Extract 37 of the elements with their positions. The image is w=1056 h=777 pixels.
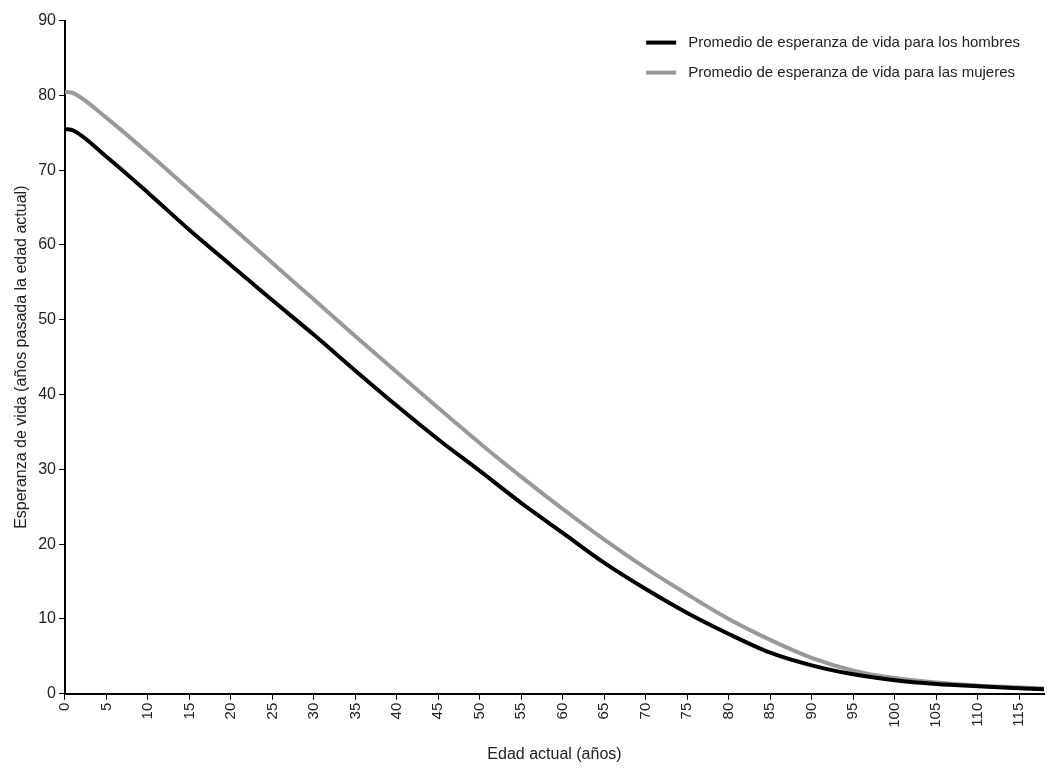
y-tick-label: 70 <box>38 160 57 178</box>
x-tick-label: 35 <box>345 702 363 720</box>
x-tick-label: 95 <box>843 702 861 720</box>
x-tick-label: 105 <box>926 702 944 728</box>
y-tick-label: 90 <box>38 11 57 29</box>
x-tick-label: 85 <box>760 702 778 720</box>
x-tick-label: 40 <box>387 702 404 720</box>
y-tick-label: 30 <box>38 459 57 477</box>
x-tick-label: 70 <box>635 702 653 720</box>
y-tick-label: 10 <box>38 609 57 627</box>
y-tick-label: 60 <box>38 235 57 253</box>
x-tick-label: 65 <box>594 702 612 720</box>
legend-label: Promedio de esperanza de vida para los hombres <box>688 32 1021 50</box>
y-tick-label: 80 <box>38 85 57 103</box>
legend-label: Promedio de esperanza de vida para las mujeres <box>688 62 1015 80</box>
x-tick-label: 0 <box>55 702 73 712</box>
x-tick-label: 110 <box>967 702 985 727</box>
x-tick-label: 30 <box>304 702 322 720</box>
x-tick-label: 5 <box>96 702 114 712</box>
x-tick-label: 25 <box>262 702 280 720</box>
x-tick-label: 55 <box>511 702 529 720</box>
x-tick-label: 60 <box>552 702 570 720</box>
x-tick-label: 10 <box>138 702 156 720</box>
y-tick-label: 40 <box>38 384 57 402</box>
x-tick-label: 20 <box>221 702 239 720</box>
x-tick-label: 115 <box>1009 702 1027 727</box>
x-tick-label: 45 <box>428 702 446 720</box>
y-tick-label: 20 <box>38 534 57 552</box>
x-tick-label: 100 <box>884 702 902 728</box>
y-tick-label: 50 <box>38 310 57 328</box>
y-axis-title: Esperanza de vida (años pasada la edad actual) <box>12 185 30 529</box>
x-tick-label: 15 <box>179 702 197 720</box>
x-tick-label: 75 <box>677 702 695 720</box>
x-tick-label: 90 <box>801 702 819 720</box>
x-tick-label: 80 <box>718 702 736 720</box>
x-axis-title: Edad actual (años) <box>487 744 622 762</box>
x-tick-label: 50 <box>469 702 487 720</box>
